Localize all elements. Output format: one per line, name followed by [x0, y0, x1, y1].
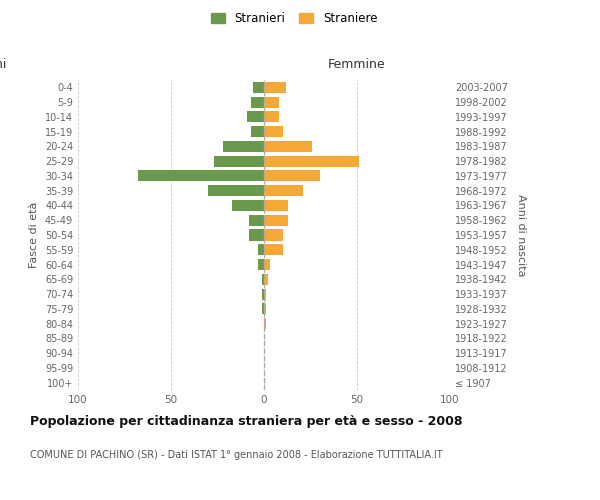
Y-axis label: Fasce di età: Fasce di età	[29, 202, 39, 268]
Bar	[264, 259, 269, 270]
Text: Popolazione per cittadinanza straniera per età e sesso - 2008: Popolazione per cittadinanza straniera p…	[30, 415, 463, 428]
Bar	[264, 112, 279, 122]
Bar	[249, 214, 264, 226]
Bar	[251, 126, 264, 137]
Text: Maschi: Maschi	[0, 58, 7, 70]
Bar	[264, 230, 283, 240]
Bar	[137, 170, 264, 181]
Bar	[214, 156, 264, 166]
Bar	[251, 96, 264, 108]
Text: COMUNE DI PACHINO (SR) - Dati ISTAT 1° gennaio 2008 - Elaborazione TUTTITALIA.IT: COMUNE DI PACHINO (SR) - Dati ISTAT 1° g…	[30, 450, 443, 460]
Bar	[264, 274, 268, 285]
Bar	[259, 244, 264, 256]
Bar	[264, 170, 320, 181]
Bar	[264, 141, 313, 152]
Bar	[264, 82, 286, 93]
Bar	[249, 230, 264, 240]
Bar	[262, 288, 264, 300]
Bar	[264, 200, 288, 211]
Bar	[264, 304, 266, 314]
Bar	[259, 259, 264, 270]
Text: Femmine: Femmine	[328, 58, 386, 70]
Bar	[253, 82, 264, 93]
Bar	[223, 141, 264, 152]
Y-axis label: Anni di nascita: Anni di nascita	[516, 194, 526, 276]
Bar	[264, 244, 283, 256]
Bar	[262, 274, 264, 285]
Bar	[264, 156, 359, 166]
Bar	[264, 96, 279, 108]
Bar	[264, 318, 266, 329]
Bar	[264, 288, 266, 300]
Bar	[264, 185, 303, 196]
Bar	[264, 126, 283, 137]
Legend: Stranieri, Straniere: Stranieri, Straniere	[207, 8, 381, 28]
Bar	[264, 214, 288, 226]
Bar	[262, 304, 264, 314]
Bar	[247, 112, 264, 122]
Bar	[232, 200, 264, 211]
Bar	[208, 185, 264, 196]
